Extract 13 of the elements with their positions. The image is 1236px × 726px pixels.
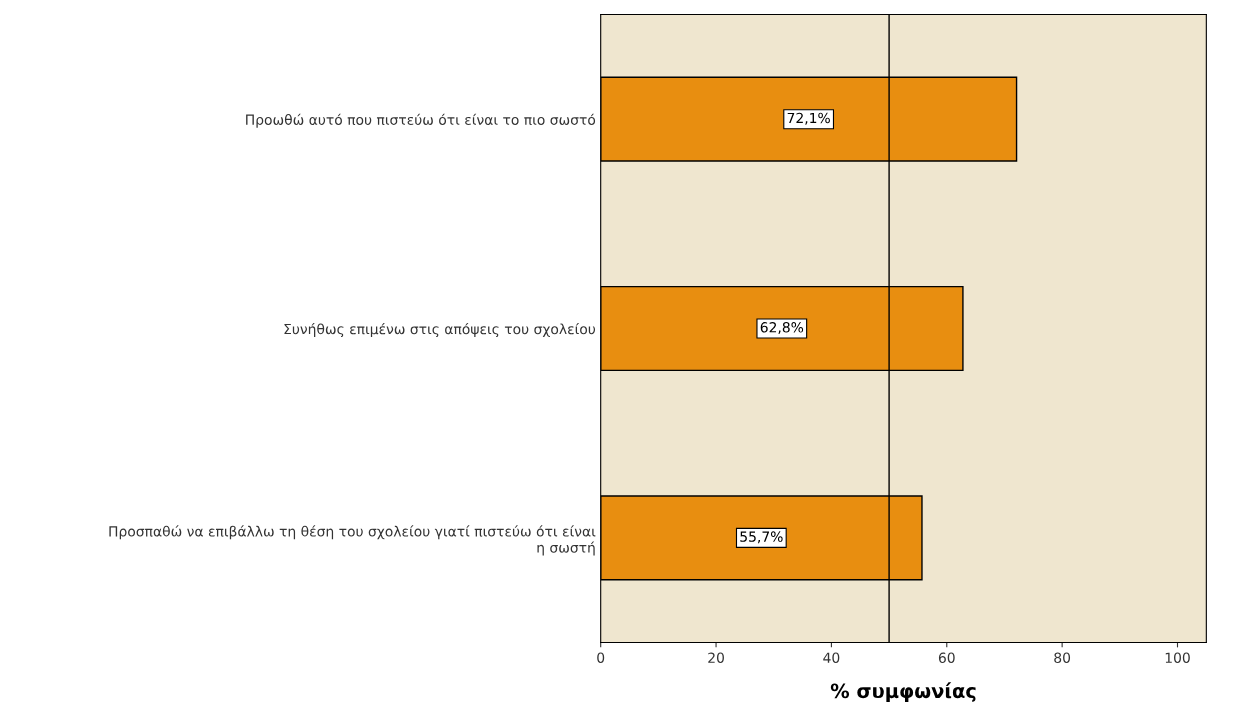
- y-tick-label: Προωθώ αυτό που πιστεύω ότι είναι το πιο σωστό: [246, 113, 596, 128]
- data-label: 62,8%: [760, 322, 804, 334]
- x-tick-label: 0: [597, 652, 605, 663]
- x-axis-title: % συμφωνίας: [830, 682, 976, 702]
- y-tick-label: Προσπαθώ να επιβάλλω τη θέση του σχολείου γιατί πιστεύω ότι είναι η σωστή: [109, 525, 596, 556]
- x-tick-label: 40: [823, 652, 840, 663]
- x-tick-label: 80: [1054, 652, 1071, 663]
- x-tick-label: 60: [938, 652, 955, 663]
- data-label: 72,1%: [787, 112, 830, 125]
- x-tick-label: 100: [1165, 652, 1190, 663]
- y-tick-label: Συνήθως επιμένω στις απόψεις του σχολείου: [284, 322, 596, 337]
- data-label: 55,7%: [740, 531, 783, 544]
- x-tick-label: 20: [708, 652, 724, 663]
